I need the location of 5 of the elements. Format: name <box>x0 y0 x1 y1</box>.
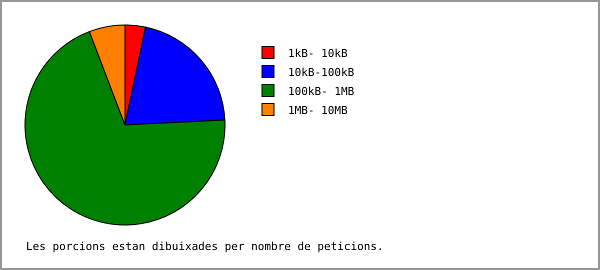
legend-label: 1kB- 10kB <box>288 46 348 60</box>
legend-label: 10kB-100kB <box>288 66 355 79</box>
legend-label: 1MB- 10MB <box>288 104 348 117</box>
text: Les porcions estan dibuixades per nombre de peticions. <box>26 240 384 253</box>
legend-label: 100kB- 1MB <box>288 84 355 98</box>
